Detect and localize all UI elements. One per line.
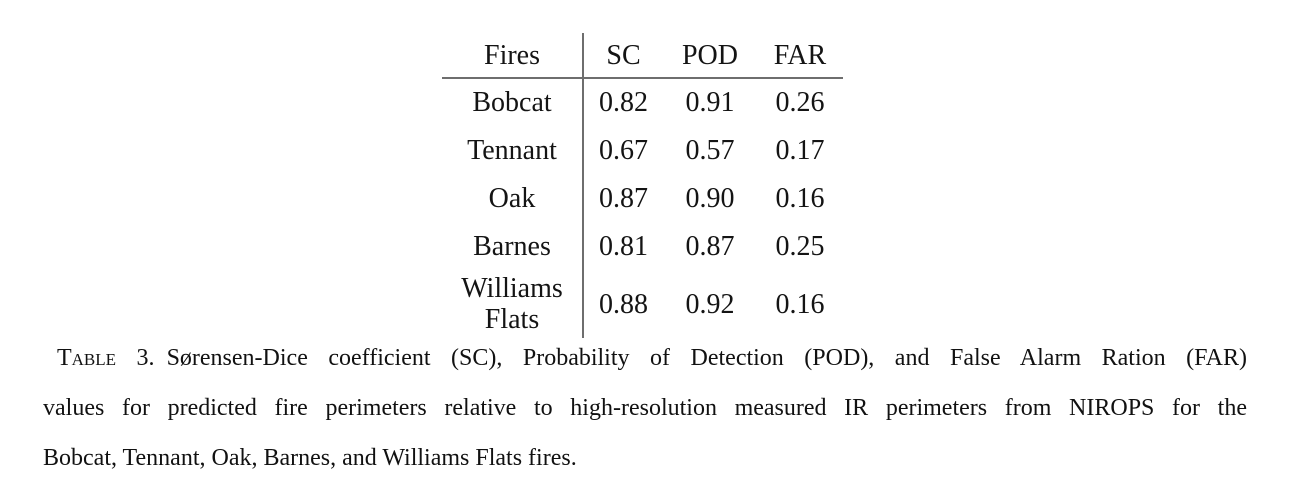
table-caption: Table 3. Sørensen-Dice coefficient (SC), …	[43, 333, 1247, 483]
caption-line-3: Bobcat, Tennant, Oak, Barnes, and Willia…	[43, 445, 577, 471]
caption-label: Table 3.	[57, 345, 155, 371]
table-row-bobcat: Bobcat 0.82 0.91 0.26	[442, 78, 843, 126]
cell-fire-name: Barnes	[442, 222, 584, 270]
column-header-pod: POD	[663, 33, 757, 79]
cell-far-value: 0.17	[775, 134, 825, 166]
cell-pod-value: 0.92	[685, 288, 735, 320]
column-header-far: FAR	[757, 33, 843, 79]
table-row-williams-flats: Williams Flats 0.88 0.92 0.16	[442, 270, 843, 338]
cell-fire-name: Oak	[442, 174, 584, 222]
caption-line-2: values for predicted fire perimeters rel…	[43, 395, 1247, 421]
cell-sc-value: 0.81	[599, 230, 648, 262]
cell-far-value: 0.16	[775, 182, 825, 214]
cell-sc-value: 0.88	[599, 288, 648, 320]
table-row-tennant: Tennant 0.67 0.57 0.17	[442, 126, 843, 174]
cell-fire-name: Williams Flats	[442, 270, 584, 338]
cell-pod-value: 0.91	[685, 87, 735, 118]
cell-pod-value: 0.87	[685, 230, 735, 262]
fire-metrics-table: Fires SC POD FAR Bobcat 0.82 0.91 0.26 T…	[442, 33, 843, 338]
cell-sc-value: 0.87	[599, 182, 648, 214]
column-header-sc: SC	[583, 33, 663, 79]
table-row-oak: Oak 0.87 0.90 0.16	[442, 174, 843, 222]
column-header-fires: Fires	[442, 33, 584, 79]
cell-far-value: 0.25	[775, 230, 825, 262]
table-row-barnes: Barnes 0.81 0.87 0.25	[442, 222, 843, 270]
cell-pod-value: 0.57	[685, 134, 735, 166]
cell-sc-value: 0.67	[599, 134, 648, 166]
caption-text-1: Sørensen-Dice coefficient (SC), Probabil…	[166, 345, 1248, 371]
cell-far-value: 0.16	[775, 288, 825, 320]
cell-sc-value: 0.82	[599, 87, 648, 118]
caption-line-1: Table 3. Sørensen-Dice coefficient (SC), …	[43, 333, 1247, 383]
cell-far-value: 0.26	[775, 87, 825, 118]
cell-fire-name: Bobcat	[442, 78, 584, 126]
cell-pod-value: 0.90	[685, 182, 735, 214]
cell-fire-name: Tennant	[442, 126, 584, 174]
table-header-row: Fires SC POD FAR	[442, 33, 843, 79]
